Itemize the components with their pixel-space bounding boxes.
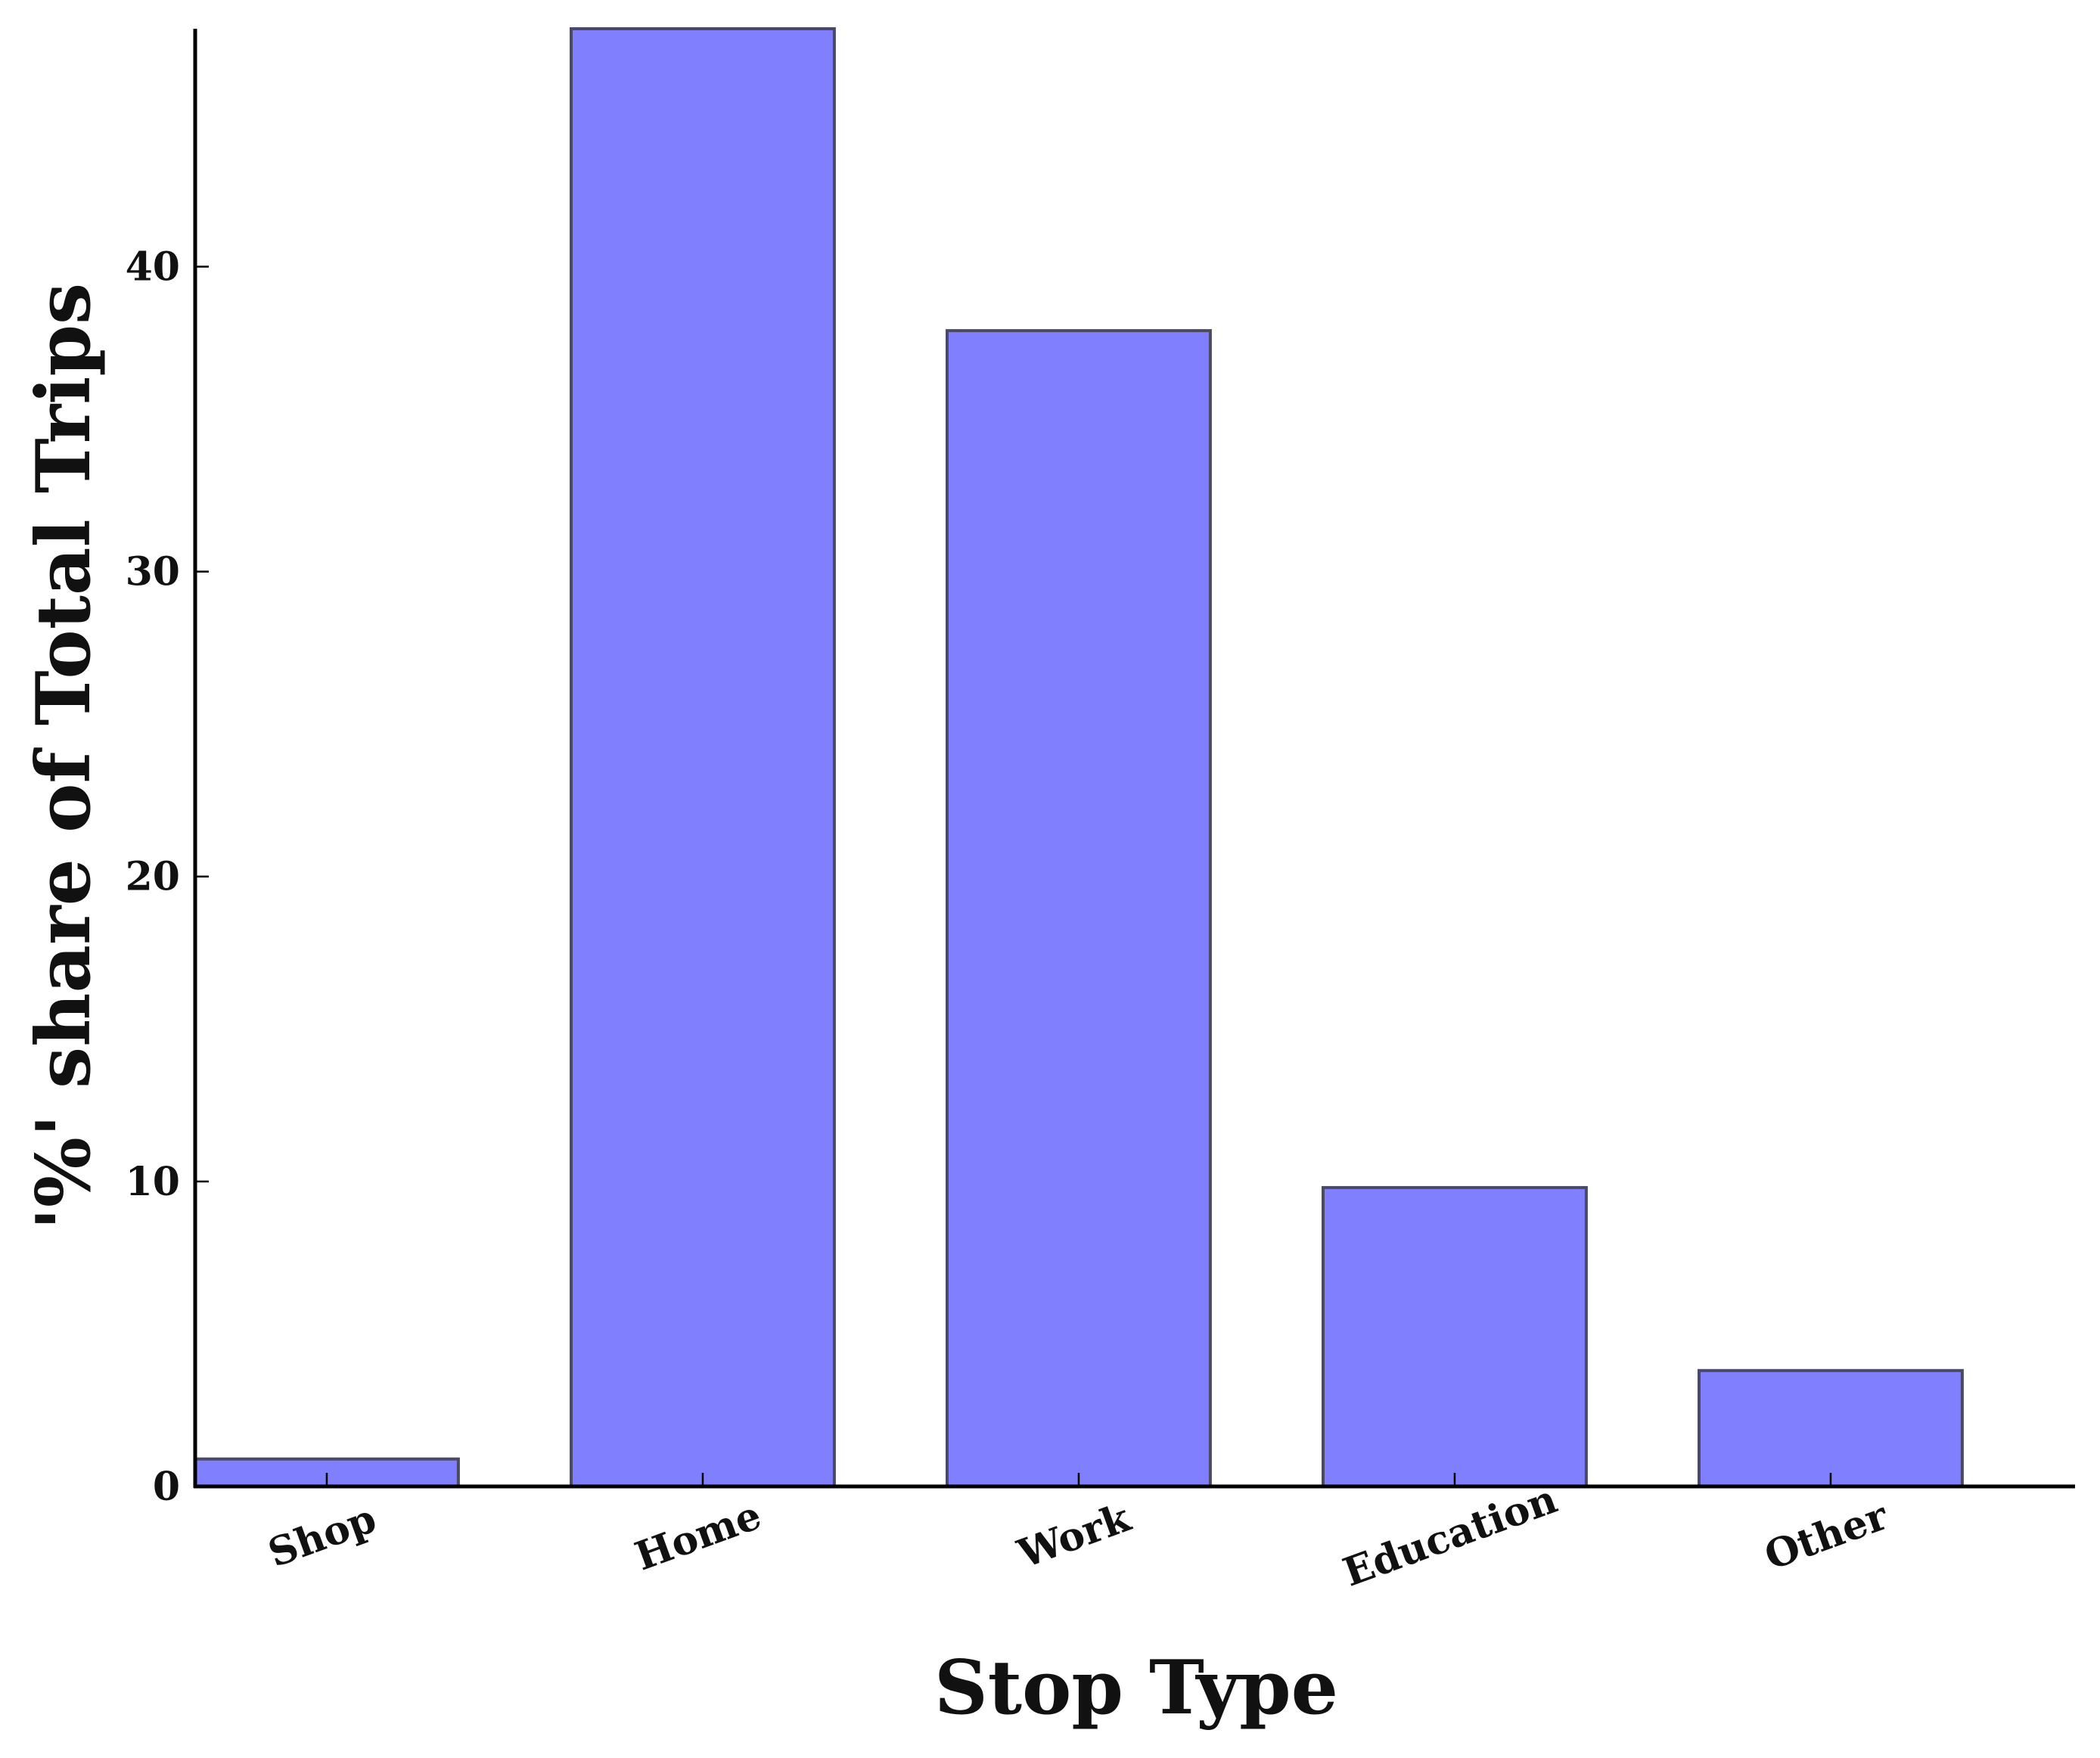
bar-home [570, 27, 836, 1488]
bar-work [946, 329, 1212, 1488]
y-tick-label: 10 [126, 1159, 180, 1205]
bar-education [1322, 1185, 1588, 1488]
y-tick-label: 30 [126, 549, 180, 595]
bar-other [1698, 1368, 1964, 1488]
x-tick-label-education: Education [1337, 1476, 1563, 1595]
bars [194, 27, 1964, 1488]
x-tick-label-home: Home [629, 1492, 767, 1579]
x-tick-label-other: Other [1759, 1492, 1894, 1579]
y-tick-label: 20 [126, 854, 180, 900]
x-axis-ticks: Shop Home Work Education Other [262, 1473, 1894, 1596]
y-tick-label: 40 [126, 244, 180, 290]
x-tick-label-shop: Shop [262, 1496, 382, 1576]
y-axis-ticks: 0 10 20 30 40 [126, 244, 209, 1510]
y-tick-label: 0 [153, 1464, 180, 1510]
axes [193, 29, 2075, 1489]
x-axis-title: Stop Type [934, 1645, 1338, 1732]
x-tick-label-work: Work [1011, 1495, 1137, 1578]
y-axis-title: '%' share of Total Trips [20, 283, 107, 1230]
